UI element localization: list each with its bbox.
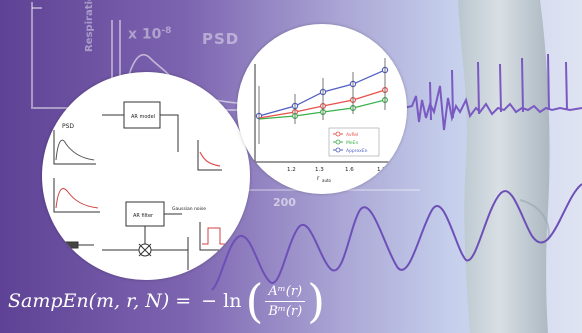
x-tick-1: 1.2 xyxy=(287,167,296,173)
block-diagram-circle: PSD AR model AR filter Gaussian noise xyxy=(42,72,250,280)
x-tick-2: 1.3 xyxy=(315,167,324,173)
legend-marker-2 xyxy=(335,139,341,145)
respiration-axis-label: Respiration xyxy=(84,0,95,52)
legend-marker-3 xyxy=(335,147,341,153)
legend-label-3: ApproxEn xyxy=(346,148,368,154)
formula-numerator: Aᵐ(r) xyxy=(265,284,306,302)
psd-small-label: PSD xyxy=(62,123,74,130)
x-tick-labels: 1.2 1.3 1.6 1.8 xyxy=(287,167,386,173)
spike-signal xyxy=(403,53,582,131)
arm-knuckle xyxy=(519,199,550,241)
error-bars xyxy=(258,58,386,144)
mini-line-chart: 1.2 1.3 1.6 1.8 r auto AvRel MeEn Approx… xyxy=(254,58,397,183)
x-tick-4: 1.8 xyxy=(377,167,386,173)
x-axis-label: r auto xyxy=(317,175,332,183)
formula-lhs: SampEn(m, r, N) xyxy=(8,290,170,312)
formula-equals: = xyxy=(175,290,192,312)
small-psd-curve-2 xyxy=(55,188,99,209)
right-red-curve xyxy=(199,151,221,167)
scientific-notation-label: x 10-8 xyxy=(128,26,171,43)
right-mini-axes xyxy=(197,140,222,171)
sample-entropy-formula: SampEn(m, r, N) = − ln ( Aᵐ(r) Bᵐ(r) ) xyxy=(8,278,325,324)
signal-block-left xyxy=(59,241,79,249)
sci-base: x 10 xyxy=(128,26,162,43)
legend-marker-1 xyxy=(335,131,341,137)
legend-label-1: AvRel xyxy=(346,132,358,138)
x-axis-label-sub: auto xyxy=(322,178,332,183)
block-diagram: PSD AR model AR filter Gaussian noise xyxy=(53,101,232,270)
x-axis-label-main: r xyxy=(317,175,320,182)
ar-filter-label: AR filter xyxy=(133,213,154,219)
respiration-wave xyxy=(211,183,582,291)
small-psd-axes-2 xyxy=(53,178,100,213)
ar-model-box xyxy=(123,101,161,129)
formula-neg-ln: − ln xyxy=(201,290,242,312)
formula-left-paren: ( xyxy=(245,274,264,328)
legend-label-2: MeEn xyxy=(346,140,358,146)
psd-background-label: PSD xyxy=(202,30,240,48)
chart-legend: AvRel MeEn ApproxEn xyxy=(328,127,380,157)
x-tick-3: 1.6 xyxy=(345,167,354,173)
ar-model-label: AR model xyxy=(131,114,155,120)
small-psd-curve xyxy=(55,139,95,161)
right-mini-pulse xyxy=(202,227,228,245)
background-tick-200: 200 xyxy=(273,196,296,209)
chart-circle: 1.2 1.3 1.6 1.8 r auto AvRel MeEn Approx… xyxy=(237,24,407,194)
arm-shape xyxy=(458,0,550,333)
formula-denominator: Bᵐ(r) xyxy=(268,303,303,319)
right-mini-pulse-axes xyxy=(199,222,232,251)
sci-exponent: -8 xyxy=(161,26,172,36)
formula-right-paren: ) xyxy=(307,274,326,328)
gaussian-noise-label: Gaussian noise xyxy=(172,206,206,212)
small-psd-axes xyxy=(53,130,96,165)
formula-fraction: Aᵐ(r) Bᵐ(r) xyxy=(265,284,306,319)
